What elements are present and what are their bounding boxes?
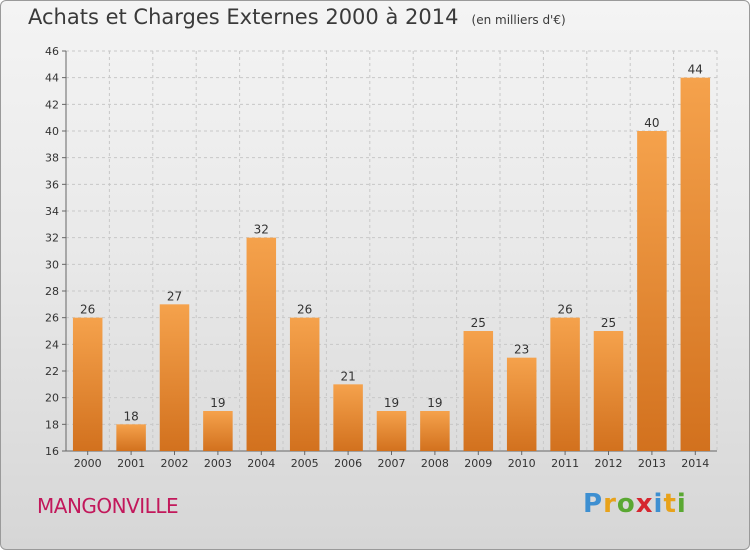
bar-value-label: 26 [297, 303, 312, 317]
bar-value-label: 19 [384, 396, 399, 410]
logo-letter: P [583, 489, 604, 519]
chart-title-unit: (en milliers d'€) [471, 13, 566, 27]
x-tick-label: 2007 [378, 457, 406, 470]
bar-value-label: 25 [601, 316, 616, 330]
x-tick-label: 2004 [247, 457, 275, 470]
y-tick-label: 34 [45, 205, 59, 218]
bar [550, 317, 580, 451]
bar [637, 131, 667, 451]
y-tick-label: 40 [45, 125, 59, 138]
bar [463, 331, 494, 451]
bar [246, 237, 277, 451]
bar [680, 77, 711, 452]
chart-title: Achats et Charges Externes 2000 à 2014 (… [28, 5, 566, 29]
logo-letter: i [676, 489, 687, 519]
y-tick-label: 44 [45, 72, 59, 85]
labels: 16 18 20 22 24 26 28 30 32 34 36 38 40 42 44 46 26 2000 18… [45, 45, 709, 470]
bar-value-label: 18 [123, 409, 138, 423]
logo-letter: r [603, 489, 617, 519]
bar [333, 384, 363, 451]
bar-value-label: 19 [210, 396, 225, 410]
y-tick-label: 18 [45, 418, 59, 431]
x-tick-label: 2003 [204, 457, 232, 470]
chart-title-main: Achats et Charges Externes 2000 à 2014 [28, 5, 459, 29]
bar [420, 411, 450, 451]
bar-value-label: 27 [167, 289, 182, 303]
y-tick-label: 30 [45, 258, 59, 271]
proxiti-logo: Proxiti [583, 489, 687, 519]
bar [159, 304, 190, 451]
y-tick-label: 42 [45, 98, 59, 111]
bar-value-label: 19 [427, 396, 442, 410]
bar [506, 357, 537, 451]
x-tick-label: 2000 [74, 457, 102, 470]
bar-value-label: 26 [557, 303, 572, 317]
bars [72, 77, 711, 452]
bar [376, 411, 407, 451]
x-tick-label: 2006 [334, 457, 362, 470]
y-tick-label: 16 [45, 445, 59, 458]
x-tick-label: 2011 [551, 457, 579, 470]
x-tick-label: 2005 [291, 457, 319, 470]
x-tick-label: 2014 [681, 457, 709, 470]
bar [289, 317, 320, 451]
y-tick-label: 38 [45, 152, 59, 165]
x-tick-label: 2009 [464, 457, 492, 470]
x-tick-label: 2010 [508, 457, 536, 470]
bar-value-label: 23 [514, 343, 529, 357]
bar [72, 317, 103, 451]
logo-letter: t [663, 489, 677, 519]
bar-value-label: 40 [644, 116, 659, 130]
x-tick-label: 2002 [161, 457, 189, 470]
y-tick-label: 22 [45, 365, 59, 378]
logo-letter: x [635, 489, 654, 519]
bar-value-label: 21 [340, 369, 355, 383]
bar-value-label: 32 [254, 223, 269, 237]
x-tick-label: 2013 [638, 457, 666, 470]
y-tick-label: 36 [45, 178, 59, 191]
place-name: MANGONVILLE [37, 494, 179, 518]
y-tick-label: 28 [45, 285, 59, 298]
y-tick-label: 46 [45, 45, 59, 58]
x-tick-label: 2008 [421, 457, 449, 470]
bar [593, 331, 624, 451]
bar [116, 424, 146, 451]
x-tick-label: 2001 [117, 457, 145, 470]
bar-value-label: 44 [688, 63, 703, 77]
y-tick-label: 32 [45, 232, 59, 245]
logo-letter: i [653, 489, 664, 519]
y-tick-label: 26 [45, 312, 59, 325]
logo-letter: o [616, 489, 636, 519]
x-tick-label: 2012 [595, 457, 623, 470]
bar-value-label: 25 [471, 316, 486, 330]
y-tick-label: 20 [45, 392, 59, 405]
bar [203, 411, 233, 451]
bar-value-label: 26 [80, 303, 95, 317]
y-tick-label: 24 [45, 338, 59, 351]
